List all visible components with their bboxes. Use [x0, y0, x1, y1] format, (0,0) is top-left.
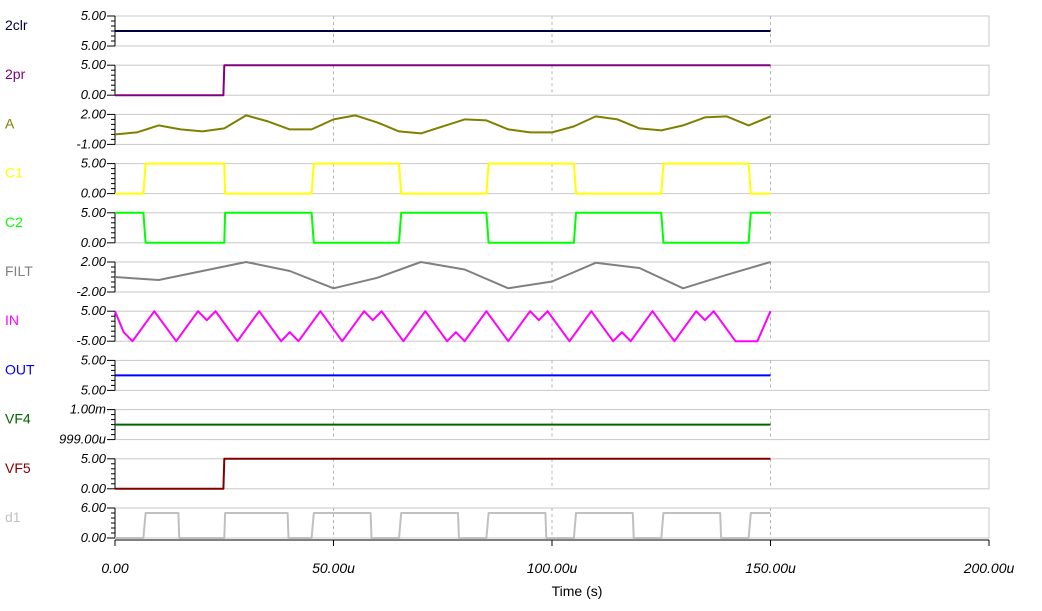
- waveform-IN: [114, 310, 772, 343]
- trace-panel-C2: 5.00 0.00 C2: [5, 205, 990, 250]
- trace-panel-C1: 5.00 0.00 C1: [5, 156, 990, 201]
- y-tick-label-top: 5.00: [81, 303, 107, 318]
- waveform-C2: [115, 211, 771, 244]
- y-tick-label-bottom: 999.00u: [59, 432, 106, 447]
- x-tick-label: 0.00: [101, 560, 128, 576]
- waveform-FILT: [114, 261, 771, 290]
- trace-name: OUT: [5, 361, 35, 377]
- trace-panel-VF4: 1.00m 999.00u VF4: [5, 402, 990, 447]
- y-tick-label-bottom: 0.00: [81, 530, 107, 545]
- y-tick-label-bottom: 5.00: [81, 38, 107, 53]
- waveform-2pr: [115, 64, 771, 97]
- y-tick-label-bottom: -5.00: [76, 333, 106, 348]
- y-tick-label-bottom: 0.00: [81, 235, 107, 250]
- x-tick-label: 50.00u: [312, 560, 355, 576]
- trace-panels: 5.00 5.00 2clr 5.00 0.00 2pr 2.00 -1.00 A 5.00 0.0…: [5, 8, 990, 545]
- trace-panel-FILT: 2.00 -2.00 FILT: [5, 254, 990, 299]
- trace-name: 2pr: [5, 66, 26, 82]
- trace-name: 2clr: [5, 17, 28, 33]
- trace-name: IN: [5, 312, 19, 328]
- y-tick-label-top: 6.00: [81, 500, 107, 515]
- trace-name: C1: [5, 165, 23, 181]
- trace-name: A: [5, 115, 15, 131]
- y-tick-label-top: 5.00: [81, 352, 107, 367]
- trace-panel-2clr: 5.00 5.00 2clr: [5, 8, 990, 53]
- trace-panel-IN: 5.00 -5.00 IN: [5, 303, 990, 348]
- y-tick-label-top: 5.00: [81, 57, 107, 72]
- trace-name: VF4: [5, 411, 31, 427]
- trace-name: VF5: [5, 460, 31, 476]
- time-axis: 0.00 50.00u 100.00u 150.00u 200.00u: [101, 539, 1015, 576]
- trace-panel-OUT: 5.00 5.00 OUT: [5, 352, 990, 397]
- waveform-A: [114, 114, 771, 136]
- waveform-C1: [115, 162, 771, 195]
- waveform-VF5: [115, 457, 771, 490]
- y-tick-label-bottom: -1.00: [76, 136, 106, 151]
- y-tick-label-top: 5.00: [81, 451, 107, 466]
- x-axis-label: Time (s): [552, 583, 603, 599]
- y-tick-label-top: 5.00: [81, 8, 107, 23]
- trace-name: d1: [5, 509, 21, 525]
- y-tick-label-bottom: 0.00: [81, 186, 107, 201]
- trace-panel-VF5: 5.00 0.00 VF5: [5, 451, 990, 496]
- y-tick-label-bottom: 0.00: [81, 481, 107, 496]
- trace-panel-2pr: 5.00 0.00 2pr: [5, 57, 990, 102]
- trace-panel-d1: 6.00 0.00 d1: [5, 500, 990, 545]
- y-tick-label-bottom: -2.00: [76, 284, 106, 299]
- y-tick-label-top: 2.00: [80, 106, 107, 121]
- x-tick-label: 200.00u: [963, 560, 1015, 576]
- waveform-d1: [115, 512, 771, 539]
- trace-name: FILT: [5, 263, 33, 279]
- y-tick-label-top: 2.00: [80, 254, 107, 269]
- y-tick-label-bottom: 0.00: [81, 87, 107, 102]
- y-tick-label-bottom: 5.00: [81, 382, 107, 397]
- y-tick-label-top: 5.00: [81, 205, 107, 220]
- trace-name: C2: [5, 214, 23, 230]
- y-tick-label-top: 1.00m: [70, 402, 106, 417]
- trace-panel-A: 2.00 -1.00 A: [5, 106, 990, 151]
- y-tick-label-top: 5.00: [81, 156, 107, 171]
- x-tick-label: 150.00u: [745, 560, 796, 576]
- x-tick-label: 100.00u: [527, 560, 578, 576]
